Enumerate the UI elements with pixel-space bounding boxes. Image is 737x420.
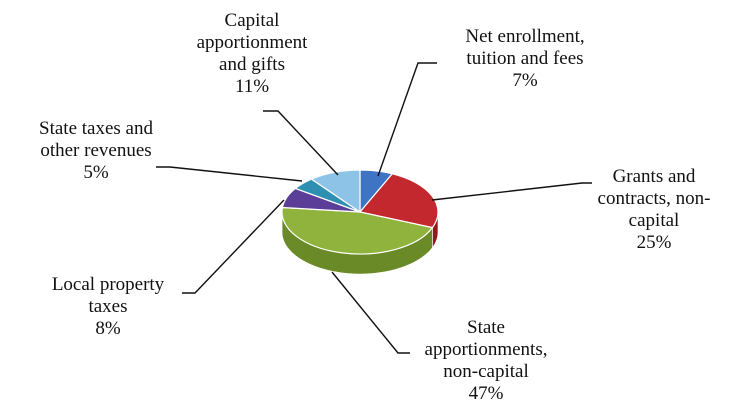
leader-line-5 [263,110,339,176]
slice-label-line: taxes [88,296,127,317]
slice-label-2: State apportionments, non-capital 47% [425,317,548,404]
slice-percent-1: 25% [637,232,672,253]
slice-label-line: other revenues [40,140,151,161]
slice-label-line: apportionments, [425,339,548,360]
pie-slice-5 [310,169,361,214]
slice-label-0: Net enrollment, tuition and fees 7% [465,26,584,91]
slice-percent-4: 5% [83,162,109,183]
slice-percent-3: 8% [95,318,121,339]
leader-line-0 [377,62,437,177]
slice-percent-2: 47% [469,383,504,404]
leader-line-2 [331,271,410,354]
slice-label-line: tuition and fees [466,48,583,69]
slice-label-line: Capital [225,10,280,31]
slice-label-line: non-capital [443,361,528,382]
pie-slices [281,169,439,255]
pie-slice-2 [281,206,434,255]
slice-label-line: apportionment [197,32,309,53]
slice-label-1: Grants and contracts, non-capital 25% [598,166,711,253]
leader-line-1 [431,182,592,201]
pie-slice-1 [358,173,439,229]
slice-percent-5: 11% [235,76,269,97]
slice-label-line: Net enrollment, [465,26,584,47]
slice-label-5: Capital apportionment and gifts 11% [197,10,309,97]
slice-label-line: and gifts [219,54,285,75]
leader-line-4 [156,166,303,182]
slice-label-line: Grants and [613,166,696,187]
slice-label-line: State [467,317,505,338]
slice-label-line: capital [629,210,680,231]
slice-labels: Net enrollment, tuition and fees 7% Grants … [39,10,710,404]
slice-percent-0: 7% [512,70,538,91]
slice-label-line: State taxes and [39,118,153,139]
slice-label-3: Local property taxes 8% [52,274,165,339]
leader-line-3 [182,199,285,294]
slice-label-line: contracts, non- [598,188,711,209]
slice-label-line: Local property [52,274,165,295]
slice-label-4: State taxes and other revenues 5% [39,118,153,183]
